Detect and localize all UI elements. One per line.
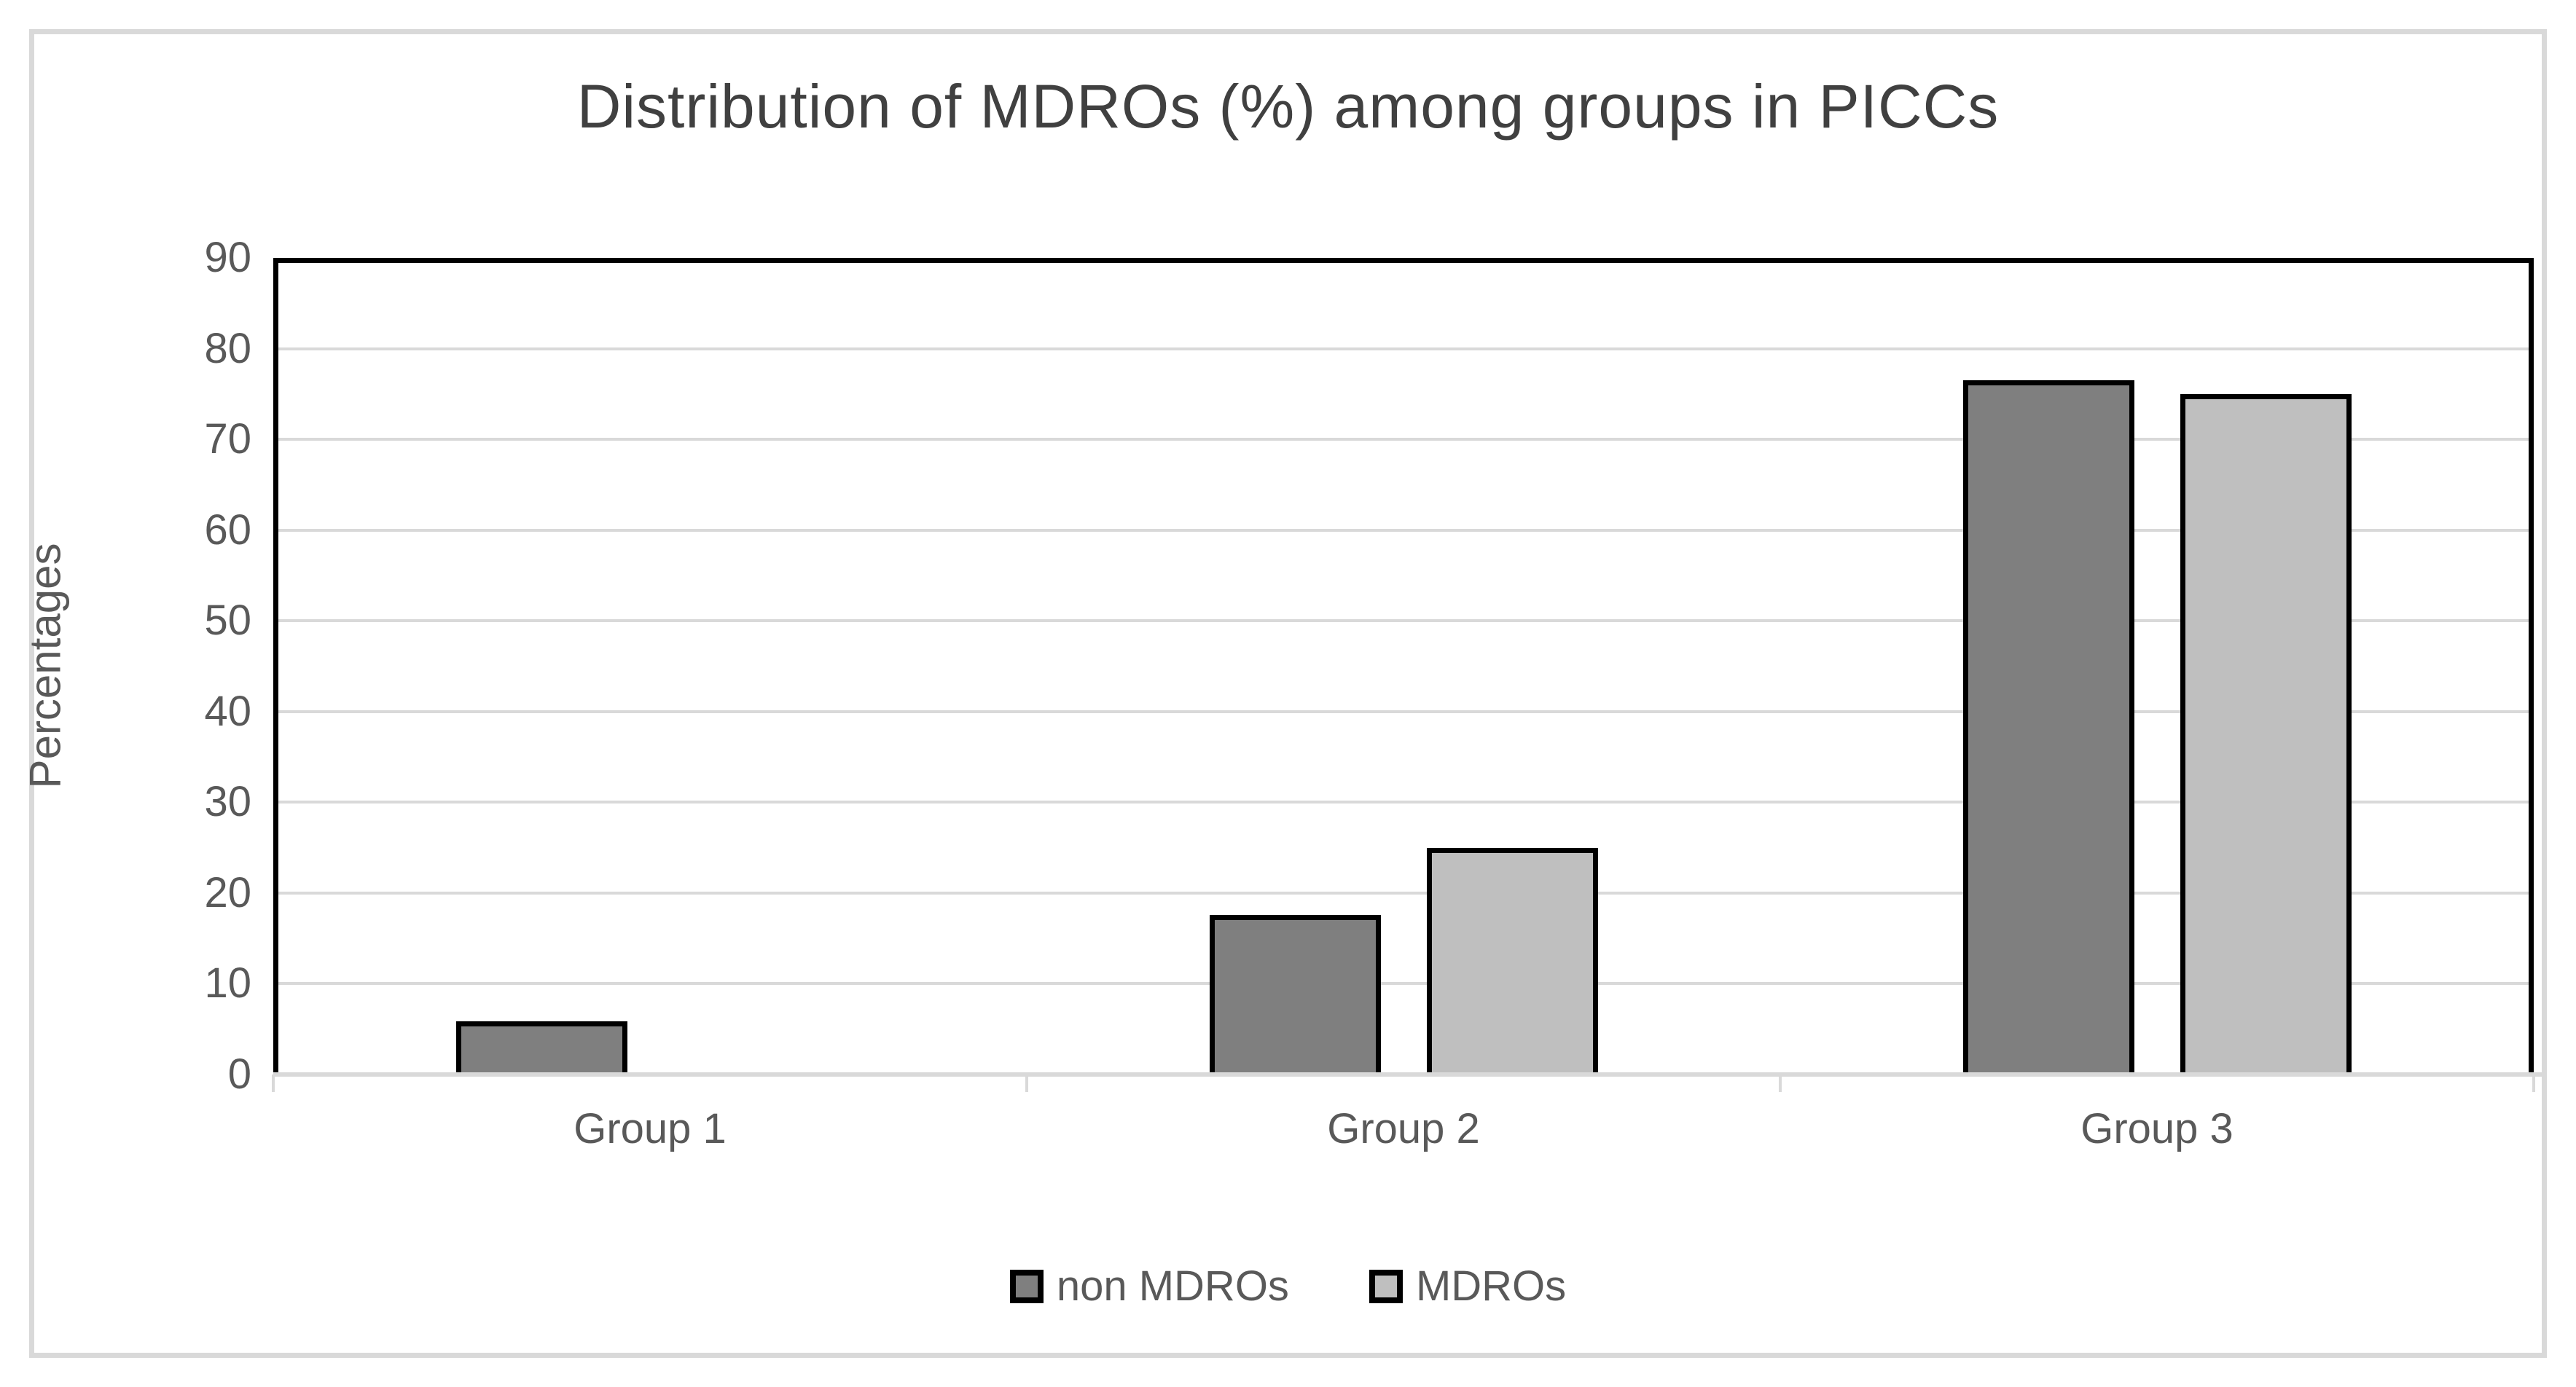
y-tick-label-80: 80 (204, 324, 251, 372)
plot-area (273, 258, 2534, 1074)
chart-title: Distribution of MDROs (%) among groups i… (576, 72, 2000, 141)
bar-mdros-group-2 (1426, 847, 1598, 1074)
bar-non-mdros-group-2 (1209, 914, 1381, 1074)
category-label-group-1: Group 1 (573, 1105, 727, 1152)
y-tick-label-60: 60 (204, 506, 251, 554)
y-tick-label-30: 30 (204, 778, 251, 826)
legend-item-mdros: MDROs (1369, 1262, 1566, 1311)
gridline-60 (278, 528, 2529, 532)
x-axis-boundary-tick-3 (2532, 1074, 2535, 1092)
x-axis-boundary-tick-2 (1779, 1074, 1782, 1092)
x-axis-baseline (273, 1072, 2543, 1077)
y-tick-label-70: 70 (204, 415, 251, 463)
legend-swatch-icon (1009, 1269, 1044, 1303)
bar-mdros-group-3 (2180, 393, 2352, 1074)
legend-swatch-icon (1369, 1269, 1403, 1303)
y-tick-label-10: 10 (204, 959, 251, 1007)
category-label-group-3: Group 3 (2080, 1105, 2234, 1152)
y-tick-label-20: 20 (204, 868, 251, 916)
legend: non MDROs MDROs (0, 1262, 2576, 1311)
gridline-30 (278, 801, 2529, 804)
y-tick-label-50: 50 (204, 597, 251, 645)
y-tick-label-40: 40 (204, 687, 251, 735)
gridline-40 (278, 710, 2529, 713)
x-axis-boundary-tick-1 (1025, 1074, 1028, 1092)
legend-label: non MDROs (1056, 1262, 1289, 1310)
bar-non-mdros-group-1 (455, 1021, 627, 1074)
y-tick-label-0: 0 (227, 1050, 251, 1098)
legend-item-non-mdros: non MDROs (1009, 1262, 1289, 1311)
legend-label: MDROs (1415, 1262, 1567, 1310)
gridline-80 (278, 347, 2529, 350)
gridline-10 (278, 982, 2529, 986)
bar-non-mdros-group-3 (1962, 380, 2134, 1074)
gridline-70 (278, 438, 2529, 441)
y-axis-title-text: Percentages (20, 543, 70, 789)
x-axis-boundary-tick-0 (272, 1074, 275, 1092)
category-label-group-2: Group 2 (1327, 1105, 1480, 1152)
gridline-20 (278, 891, 2529, 895)
gridline-50 (278, 619, 2529, 623)
y-tick-label-90: 90 (204, 234, 251, 281)
